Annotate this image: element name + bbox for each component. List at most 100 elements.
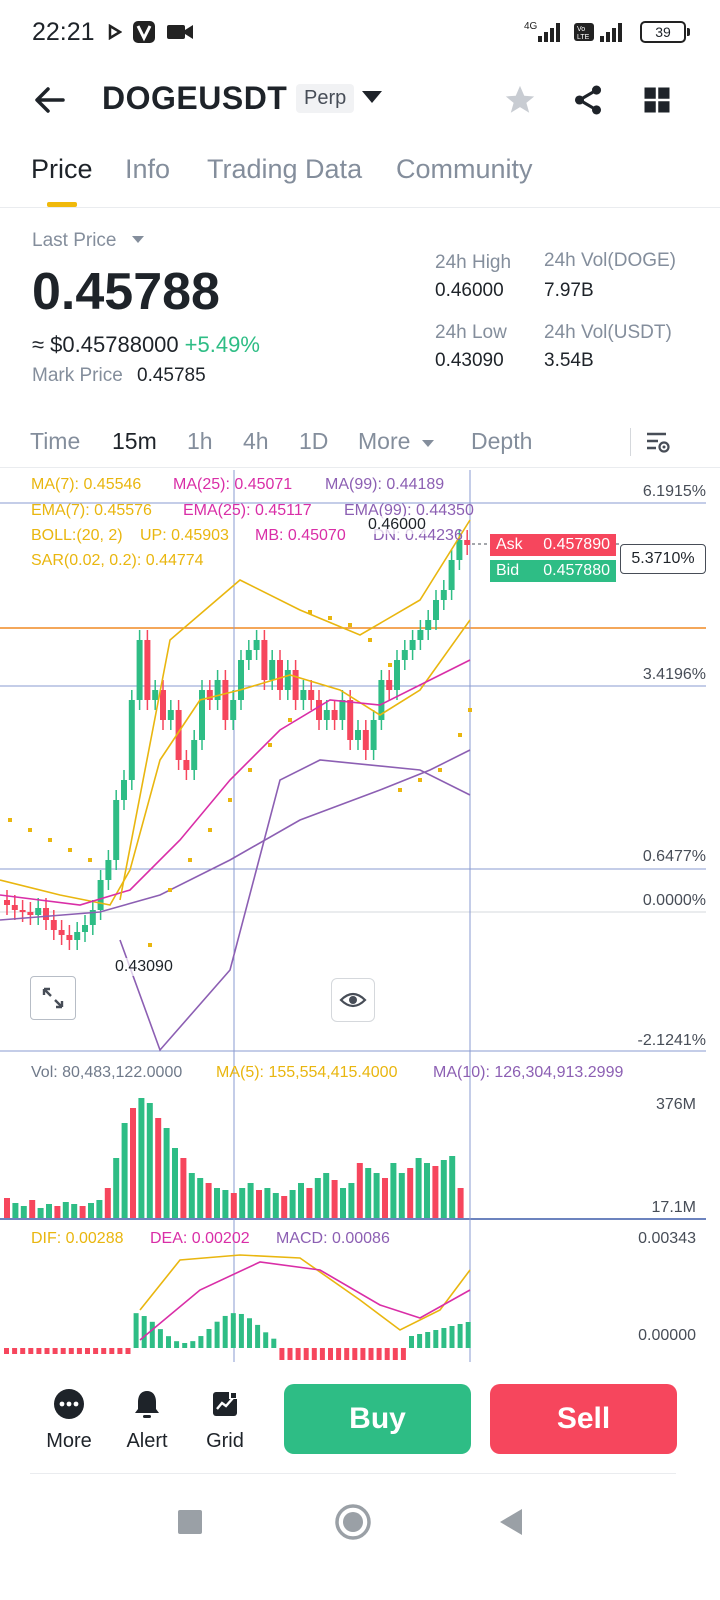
sell-button[interactable]: Sell [490, 1384, 677, 1454]
sar-dot [468, 708, 472, 712]
layout-button[interactable] [637, 80, 677, 120]
macd-histogram-bar [368, 1348, 374, 1360]
last-price-selector[interactable]: Last Price [32, 230, 146, 252]
low-marker-label: 0.43090 [115, 958, 173, 976]
back-button[interactable] [30, 80, 70, 120]
contract-type-badge: Perp [296, 84, 355, 113]
candle [199, 690, 205, 740]
macd-histogram-bar [336, 1348, 342, 1360]
active-tab-indicator [47, 202, 77, 207]
ma25-value: MA(25): 0.45071 [173, 476, 293, 493]
volume-value: Vol: 80,483,122.0000 [31, 1064, 183, 1081]
interval-1h[interactable]: 1h [187, 428, 213, 454]
macd-histogram-bar [263, 1332, 269, 1348]
sar-dot [288, 718, 292, 722]
volume-bar [314, 1178, 321, 1218]
macd-histogram-bar [441, 1328, 447, 1348]
volume-bar [205, 1183, 212, 1218]
volume-bar [365, 1168, 372, 1218]
candle [433, 600, 439, 620]
tab-trading-data[interactable]: Trading Data [207, 154, 363, 184]
candle [331, 710, 338, 720]
interval-more-label: More [358, 428, 411, 454]
candle [191, 740, 198, 770]
interval-1d[interactable]: 1D [299, 428, 329, 454]
boll-up-value: UP: 0.45903 [140, 527, 229, 544]
interval-depth[interactable]: Depth [471, 428, 533, 454]
favorite-button[interactable] [500, 80, 540, 120]
last-price-label: Last Price [32, 230, 117, 251]
macd-histogram-bar [230, 1313, 236, 1348]
fullscreen-button[interactable] [30, 976, 76, 1020]
usd-price: ≈ $0.45788000 [32, 332, 179, 357]
macd-histogram-bar [400, 1348, 406, 1360]
macd-axis-top: 0.00343 [638, 1230, 696, 1247]
more-label: More [46, 1430, 92, 1452]
volume-bar [163, 1128, 170, 1218]
grid-button[interactable]: Grid [190, 1386, 260, 1453]
macd-histogram-bar [44, 1348, 50, 1354]
candle [417, 630, 424, 640]
home-button[interactable] [334, 1503, 372, 1541]
pct-scale-label: 0.6477% [642, 848, 706, 865]
interval-more[interactable]: More [358, 428, 435, 455]
volume-bar [356, 1163, 363, 1218]
candle [222, 680, 229, 720]
interval-15m[interactable]: 15m [112, 428, 157, 454]
candle [175, 710, 182, 760]
macd-histogram-bar [465, 1322, 471, 1348]
bottom-action-bar: More Alert Grid Buy Sell [0, 1376, 720, 1476]
visibility-toggle-button[interactable] [331, 978, 375, 1022]
interval-time[interactable]: Time [30, 428, 81, 454]
current-percent-tag: 5.3710% [620, 544, 706, 574]
volume-bar [247, 1183, 254, 1218]
tab-price[interactable]: Price [31, 154, 93, 184]
boll-mb-value: MB: 0.45070 [255, 527, 346, 544]
macd-histogram-bar [287, 1348, 293, 1360]
battery-icon: 39 [640, 21, 690, 43]
macd-histogram-bar [328, 1348, 333, 1360]
grid-label: Grid [206, 1430, 244, 1452]
candle [300, 690, 307, 700]
candle [58, 930, 65, 935]
usd-price-row: ≈ $0.45788000 +5.49% [32, 332, 260, 358]
low-24h-value: 0.43090 [435, 350, 504, 371]
tab-community[interactable]: Community [396, 154, 533, 184]
ma7-value: MA(7): 0.45546 [31, 476, 142, 493]
macd-histogram-bar [28, 1348, 34, 1354]
macd-histogram-bar [68, 1348, 74, 1354]
volume-bar [113, 1158, 120, 1218]
buy-button[interactable]: Buy [284, 1384, 471, 1454]
volume-bar [188, 1173, 195, 1218]
pct-scale-label: 3.4196% [642, 666, 706, 683]
candle [160, 690, 166, 720]
caret-down-icon[interactable] [360, 88, 384, 106]
candle [355, 730, 361, 740]
candle [214, 680, 221, 700]
more-button[interactable]: More [34, 1386, 104, 1453]
alert-button[interactable]: Alert [112, 1386, 182, 1453]
macd-histogram-bar [133, 1313, 139, 1348]
system-back-button[interactable] [496, 1506, 526, 1538]
video-camera-icon [167, 25, 193, 39]
share-button[interactable] [568, 80, 608, 120]
vol-doge-label: 24h Vol(DOGE) [544, 250, 676, 271]
triangle-back-icon [500, 1509, 522, 1535]
chart-settings-button[interactable] [644, 428, 672, 461]
volume-bar [390, 1163, 397, 1218]
candle [74, 932, 81, 940]
volume-bar [239, 1188, 246, 1218]
volume-bar [37, 1208, 44, 1218]
macd-histogram-bar [52, 1348, 58, 1354]
candle [339, 700, 346, 720]
candlestick-chart[interactable] [0, 470, 720, 1370]
volume-bar [155, 1118, 162, 1218]
symbol-title[interactable]: DOGEUSDT [102, 80, 288, 116]
interval-4h[interactable]: 4h [243, 428, 269, 454]
status-system-icons: 4G Vo LTE 39 [524, 20, 690, 44]
tab-info[interactable]: Info [125, 154, 171, 184]
recent-apps-button[interactable] [176, 1508, 204, 1536]
last-price: 0.45788 [32, 263, 220, 321]
candle [35, 908, 42, 915]
volume-bar [323, 1173, 330, 1218]
